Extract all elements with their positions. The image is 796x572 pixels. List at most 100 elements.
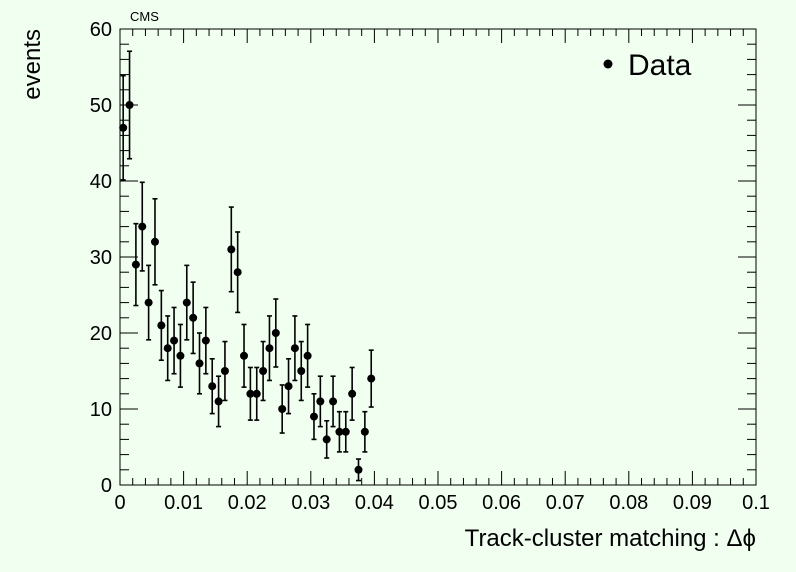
data-point xyxy=(309,392,318,441)
data-point xyxy=(271,298,280,368)
data-point xyxy=(208,357,217,415)
legend: Data xyxy=(603,49,692,82)
axis-ticks xyxy=(119,28,757,486)
x-axis-label: Track-cluster matching : Δϕ xyxy=(465,525,756,552)
data-marker xyxy=(125,101,134,109)
data-marker xyxy=(201,336,210,345)
data-point xyxy=(329,375,338,428)
data-point xyxy=(354,458,363,482)
data-points xyxy=(119,50,376,482)
data-marker xyxy=(246,389,255,398)
data-marker xyxy=(360,427,369,436)
data-marker xyxy=(271,329,280,337)
data-point xyxy=(227,206,236,293)
data-point xyxy=(348,366,357,421)
data-point xyxy=(297,340,306,402)
x-tick-label: 0 xyxy=(114,492,125,514)
data-marker xyxy=(265,344,274,353)
plot-frame xyxy=(119,28,757,486)
data-point xyxy=(144,264,153,341)
data-marker xyxy=(176,351,185,360)
data-point xyxy=(284,357,293,415)
legend-label: Data xyxy=(628,49,692,82)
y-tick-label: 50 xyxy=(90,95,112,117)
data-marker xyxy=(240,351,249,360)
data-point xyxy=(119,74,128,181)
data-point xyxy=(150,198,159,286)
data-marker xyxy=(341,427,350,436)
data-marker xyxy=(367,374,376,383)
data-point xyxy=(163,315,172,382)
data-marker xyxy=(354,465,363,474)
data-point xyxy=(367,349,376,408)
data-point xyxy=(246,366,255,421)
data-marker xyxy=(316,397,325,406)
data-marker xyxy=(208,382,217,391)
data-point xyxy=(252,366,261,421)
data-marker xyxy=(335,427,344,436)
data-point xyxy=(189,281,198,355)
y-tick-label: 30 xyxy=(90,247,112,269)
x-tick-label: 0.03 xyxy=(291,492,330,514)
data-point xyxy=(278,384,287,434)
x-tick-label: 0.06 xyxy=(482,492,521,514)
data-point xyxy=(220,340,229,402)
data-marker xyxy=(259,367,268,375)
data-marker xyxy=(214,397,223,406)
data-marker xyxy=(138,222,147,231)
data-marker xyxy=(150,237,159,246)
x-tick-label: 0.01 xyxy=(164,492,203,514)
y-tick-label: 10 xyxy=(90,399,112,421)
data-marker xyxy=(297,367,306,375)
data-point xyxy=(290,315,299,382)
x-tick-label: 0.07 xyxy=(546,492,585,514)
data-marker xyxy=(329,397,338,406)
x-tick-label: 0.1 xyxy=(742,492,770,514)
data-point xyxy=(138,181,147,272)
data-point xyxy=(233,231,242,314)
data-marker xyxy=(144,298,153,307)
data-marker xyxy=(119,123,128,132)
data-point xyxy=(182,264,191,341)
data-marker xyxy=(195,359,204,368)
data-point xyxy=(240,323,249,388)
x-tick-label: 0.04 xyxy=(355,492,394,514)
data-marker xyxy=(131,260,140,269)
data-point xyxy=(195,332,204,395)
data-point xyxy=(170,306,179,375)
data-point xyxy=(341,410,350,453)
data-marker xyxy=(163,344,172,353)
data-marker xyxy=(322,435,331,444)
y-tick-label: 0 xyxy=(101,475,112,497)
data-point xyxy=(157,289,166,362)
x-tick-label: 0.09 xyxy=(673,492,712,514)
x-tick-label: 0.08 xyxy=(609,492,648,514)
data-marker xyxy=(182,298,191,307)
data-marker xyxy=(278,405,287,413)
y-axis-label: events xyxy=(19,29,46,100)
data-marker xyxy=(348,389,357,398)
data-marker xyxy=(189,313,198,322)
legend-marker xyxy=(603,59,613,69)
data-point xyxy=(259,340,268,402)
y-tick-label: 20 xyxy=(90,323,112,345)
data-point xyxy=(131,222,140,307)
y-tick-label: 60 xyxy=(90,19,112,41)
data-point xyxy=(265,315,274,382)
data-marker xyxy=(157,321,166,330)
data-point xyxy=(316,375,325,428)
data-marker xyxy=(303,351,312,360)
data-marker xyxy=(252,389,261,398)
data-point xyxy=(303,323,312,388)
data-point xyxy=(214,375,223,428)
data-marker xyxy=(170,336,179,345)
y-tick-label: 40 xyxy=(90,171,112,193)
data-point xyxy=(176,323,185,388)
data-point xyxy=(322,419,331,459)
data-point xyxy=(360,410,369,453)
x-tick-label: 0.02 xyxy=(228,492,267,514)
data-marker xyxy=(233,268,242,277)
data-marker xyxy=(309,412,318,421)
data-point xyxy=(201,306,210,375)
